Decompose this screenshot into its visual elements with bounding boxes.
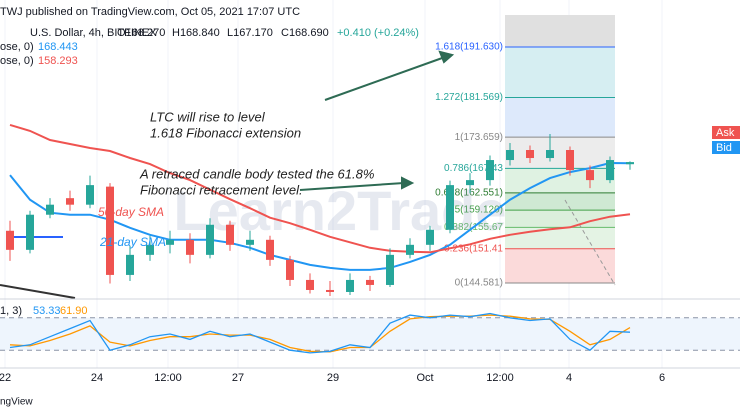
x-tick-label: 29 — [327, 372, 339, 384]
candle-body — [626, 162, 634, 165]
arrow-head — [401, 176, 415, 190]
stoch-k-value: 53.33 — [33, 305, 61, 317]
candle-body — [366, 279, 374, 285]
fib-label: 0.786(167.43 — [444, 163, 503, 174]
candle-body — [286, 259, 294, 280]
candle-body — [226, 224, 234, 245]
x-tick-label: 12:00 — [154, 372, 182, 384]
candle-body — [186, 239, 194, 255]
candle-body — [526, 150, 534, 159]
fib-band — [505, 192, 615, 211]
fib-band — [505, 248, 615, 284]
candle-body — [206, 224, 214, 255]
candle-body — [86, 185, 94, 205]
fib-band — [505, 47, 615, 98]
fib-label: 1(173.659) — [455, 132, 503, 143]
legend-prefix: ose, 0) — [0, 41, 34, 53]
series-label: 50-day SMA — [98, 205, 164, 219]
x-tick-label: 4 — [566, 372, 572, 384]
annotation: LTC will rise to level — [150, 109, 266, 124]
stoch-label: 1, 3) — [0, 305, 22, 317]
x-tick-label: 24 — [91, 372, 103, 384]
candle-body — [246, 239, 254, 245]
trend-line — [0, 284, 76, 299]
candle-body — [506, 150, 514, 161]
fib-band — [505, 210, 615, 228]
legend-value: 168.443 — [38, 41, 78, 53]
series-label: 21-day SMA — [99, 235, 166, 249]
candle-body — [126, 254, 134, 275]
header-title: TWJ published on TradingView.com, Oct 05… — [0, 6, 300, 18]
annotation: Fibonacci retracement level. — [140, 182, 303, 197]
candle-body — [586, 170, 594, 181]
ohlc: O168.270 — [117, 27, 165, 39]
projection-line — [564, 199, 616, 286]
fibonacci: 1.618(191.630) 1.272(181.569) 1(173.659) 0.… — [435, 15, 615, 289]
candle-body — [346, 279, 354, 292]
fib-band — [505, 97, 615, 138]
legend-prefix: ose, 0) — [0, 55, 34, 67]
candle-body — [386, 254, 394, 285]
moving-average — [9, 123, 631, 254]
plot — [6, 123, 634, 296]
candle-body — [106, 186, 114, 275]
x-tick-label: 22 — [0, 372, 11, 384]
ohlc: L167.170 — [227, 27, 273, 39]
fib-label: 0(144.581) — [455, 278, 503, 289]
candle-body — [26, 214, 34, 250]
fib-band — [505, 168, 615, 193]
arrow-head — [438, 50, 455, 64]
x-tick-label: Oct — [416, 372, 433, 384]
fib-label: 0.236(151.41 — [444, 243, 503, 254]
candle-body — [6, 230, 14, 250]
arrow — [324, 56, 446, 101]
candle-body — [266, 239, 274, 260]
fib-label: 1.272(181.569) — [435, 92, 503, 103]
fib-label: 0.5(159.120) — [446, 205, 503, 216]
x-tick-label: 27 — [232, 372, 244, 384]
candle-body — [546, 150, 554, 159]
fib-band — [505, 137, 615, 169]
arrows — [299, 50, 455, 191]
candle-body — [166, 239, 174, 245]
bid-label: Bid — [716, 142, 732, 154]
stoch-band — [0, 317, 740, 351]
candle-body — [486, 160, 494, 181]
fib-band — [505, 227, 615, 249]
ohlc: H168.840 — [172, 27, 220, 39]
annotation: A retraced candle body tested the 61.8% — [139, 166, 374, 181]
symbol: U.S. Dollar, 4h, BITFINEX — [30, 27, 157, 39]
candle-body — [566, 150, 574, 171]
candle-body — [146, 244, 154, 255]
bid-badge — [712, 141, 740, 154]
candle-body — [446, 185, 454, 230]
footer: ngView — [0, 397, 33, 408]
arrow — [299, 182, 405, 191]
fib-band — [505, 15, 615, 48]
candle-body — [306, 279, 314, 290]
candle-body — [606, 160, 614, 181]
change: +0.410 (+0.24%) — [337, 27, 419, 39]
ask-badge — [712, 126, 740, 139]
ask-label: Ask — [716, 127, 735, 139]
candle-body — [426, 229, 434, 245]
stochastic-pane — [0, 312, 740, 354]
legend-value: 158.293 — [38, 55, 78, 67]
candle-body — [406, 244, 414, 255]
candle-body — [326, 289, 334, 292]
ohlc: C168.690 — [281, 27, 329, 39]
stoch-d-value: 61.90 — [60, 305, 88, 317]
stoch-k — [9, 312, 631, 354]
candle-body — [466, 180, 474, 186]
fib-label: 1.618(191.630) — [435, 42, 503, 53]
candle-body — [66, 198, 74, 205]
annotation: 1.618 Fibonacci extension — [150, 125, 301, 140]
candle-body — [46, 204, 54, 215]
x-tick-label: 12:00 — [486, 372, 514, 384]
x-tick-label: 6 — [659, 372, 665, 384]
fib-label: 0.618(162.551) — [435, 188, 503, 199]
